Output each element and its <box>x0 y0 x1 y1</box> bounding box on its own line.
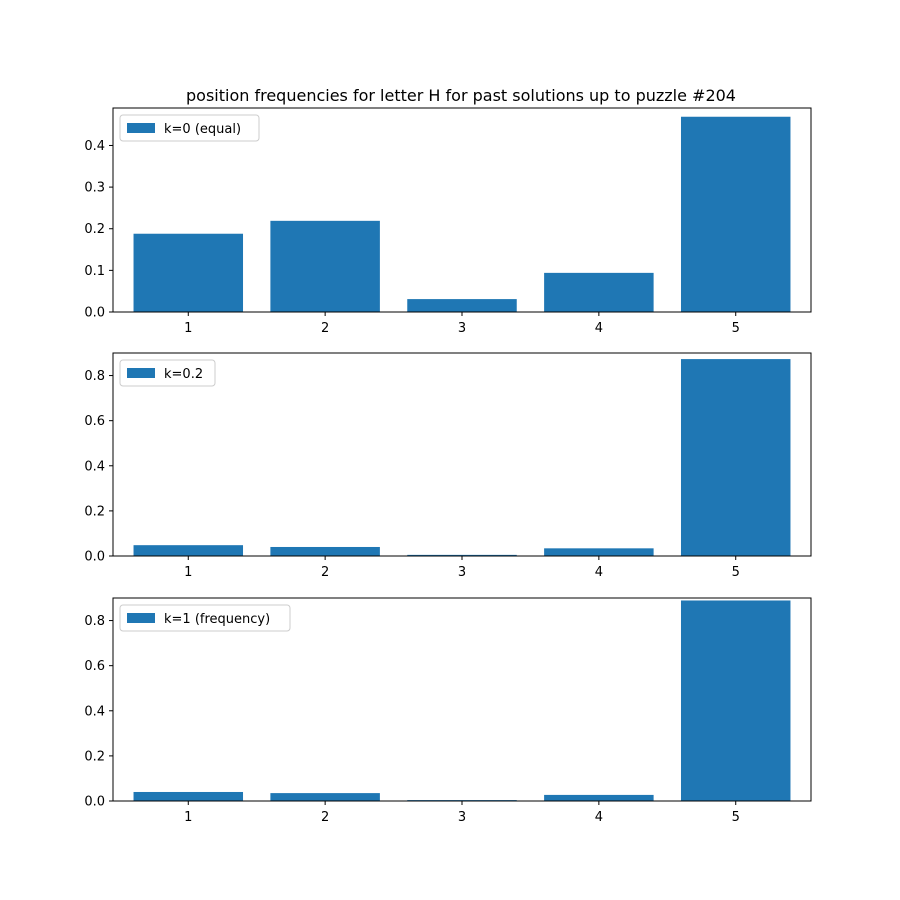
bar-4 <box>544 794 654 801</box>
legend-swatch <box>127 613 155 623</box>
bar-3 <box>407 554 517 556</box>
legend: k=0.2 <box>119 359 216 387</box>
subplot-1: 1 2 3 4 5 0.0 0.1 0.2 0.3 0.4 k=0 (equal) <box>84 107 812 336</box>
x-tick-label: 2 <box>321 565 329 580</box>
bar-1 <box>133 791 244 801</box>
legend-label: k=0 (equal) <box>164 122 241 137</box>
x-tick-label: 2 <box>321 810 329 825</box>
y-tick-label: 0.4 <box>84 459 105 474</box>
bar-4 <box>544 272 654 312</box>
x-tick-label: 3 <box>458 565 466 580</box>
legend: k=0 (equal) <box>119 114 260 142</box>
y-tick-label: 0.2 <box>84 504 105 519</box>
y-tick-label: 0.2 <box>84 222 105 237</box>
x-tick-label: 5 <box>732 565 740 580</box>
subplots: 1 2 3 4 5 0.0 0.1 0.2 0.3 0.4 k=0 (equal) 1 2 3 4 5 0.0 0… <box>84 107 812 825</box>
subplot-2: 1 2 3 4 5 0.0 0.2 0.4 0.6 0.8 k=0.2 <box>84 352 812 580</box>
legend-label: k=1 (frequency) <box>164 612 270 627</box>
legend-label: k=0.2 <box>164 367 203 382</box>
y-tick-label: 0.4 <box>84 704 105 719</box>
bar-2 <box>270 220 380 312</box>
x-tick-label: 3 <box>458 321 466 336</box>
x-tick-label: 4 <box>595 321 603 336</box>
legend-swatch <box>127 368 155 378</box>
y-tick-label: 0.8 <box>84 369 105 384</box>
y-tick-label: 0.1 <box>84 264 105 279</box>
x-tick-label: 4 <box>595 565 603 580</box>
y-tick-label: 0.6 <box>84 414 105 429</box>
legend: k=1 (frequency) <box>119 604 291 632</box>
legend-box <box>119 359 216 387</box>
bar-2 <box>270 793 380 801</box>
y-tick-label: 0.0 <box>84 550 105 565</box>
bar-1 <box>133 233 244 312</box>
x-tick-label: 5 <box>732 321 740 336</box>
legend-swatch <box>127 123 155 133</box>
x-tick-label: 1 <box>184 565 192 580</box>
legend-box <box>119 604 291 632</box>
x-tick-label: 5 <box>732 810 740 825</box>
bar-2 <box>270 546 380 556</box>
bar-5 <box>680 600 791 801</box>
subplot-3: 1 2 3 4 5 0.0 0.2 0.4 0.6 0.8 k=1 (frequency) <box>84 597 812 825</box>
y-tick-label: 0.0 <box>84 306 105 321</box>
x-tick-label: 3 <box>458 810 466 825</box>
y-tick-label: 0.2 <box>84 749 105 764</box>
y-tick-label: 0.4 <box>84 139 105 154</box>
bar-1 <box>133 545 244 556</box>
y-tick-label: 0.3 <box>84 181 105 196</box>
x-tick-label: 1 <box>184 321 192 336</box>
legend-box <box>119 114 260 142</box>
bar-5 <box>680 116 791 312</box>
bar-3 <box>407 299 517 312</box>
y-tick-label: 0.0 <box>84 795 105 810</box>
x-tick-label: 2 <box>321 321 329 336</box>
chart-title: position frequencies for letter H for pa… <box>186 86 736 105</box>
bar-4 <box>544 548 654 556</box>
x-tick-label: 1 <box>184 810 192 825</box>
x-tick-label: 4 <box>595 810 603 825</box>
y-tick-label: 0.6 <box>84 659 105 674</box>
bar-5 <box>680 359 791 556</box>
y-tick-label: 0.8 <box>84 614 105 629</box>
